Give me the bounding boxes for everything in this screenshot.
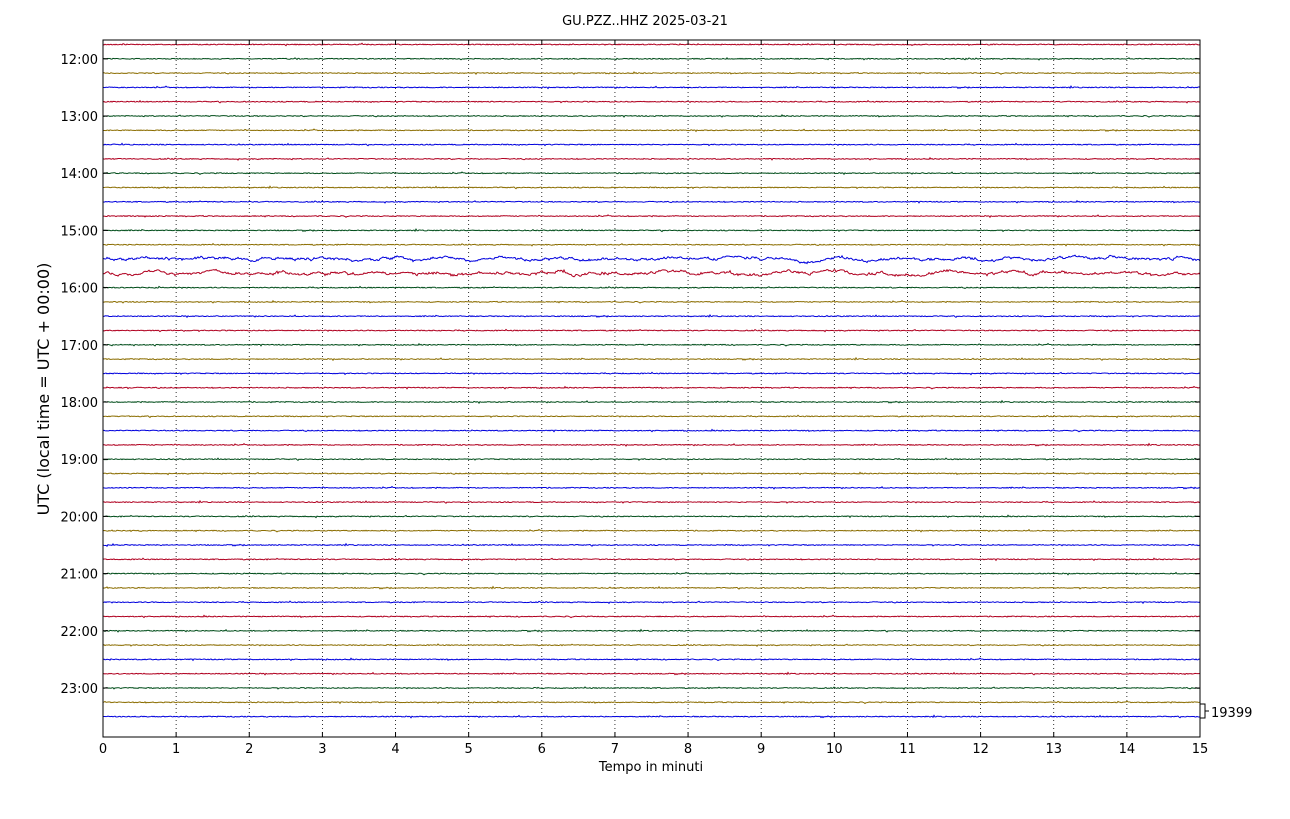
plot-frame	[102, 39, 1201, 738]
y-tick-label: 17:00	[61, 339, 98, 354]
trace-line	[102, 600, 1201, 605]
trace-line	[102, 268, 1201, 278]
y-tick-label: 19:00	[61, 453, 98, 468]
trace-line	[102, 457, 1201, 462]
y-axis-label: UTC (local time = UTC + 00:00)	[34, 263, 53, 516]
chart-title: GU.PZZ..HHZ 2025-03-21	[562, 14, 728, 29]
x-tick-label: 2	[245, 742, 253, 757]
trace-line	[102, 371, 1201, 376]
trace-line	[102, 254, 1201, 265]
trace-line	[102, 385, 1201, 390]
trace-line	[102, 686, 1201, 690]
trace-line	[102, 542, 1201, 547]
trace-line	[102, 185, 1201, 190]
x-tick-label: 15	[1192, 742, 1209, 757]
trace-line	[102, 99, 1201, 104]
x-tick-label: 6	[538, 742, 546, 757]
trace-line	[102, 528, 1201, 533]
trace-line	[102, 114, 1201, 118]
trace-line	[102, 499, 1201, 504]
trace-line	[102, 71, 1201, 76]
y-tick-label: 13:00	[61, 110, 98, 125]
x-tick-label: 1	[172, 742, 180, 757]
scale-bar: 19399	[1200, 703, 1252, 721]
y-tick-label: 16:00	[61, 282, 98, 297]
trace-line	[102, 299, 1201, 304]
trace-line	[102, 657, 1201, 662]
y-tick-label: 12:00	[61, 53, 98, 68]
x-tick-label: 4	[391, 742, 399, 757]
y-axis-ticks: 12:00 13:00 14:00 15:00 16:00 17:00 18:00 19:00…	[61, 53, 1200, 697]
y-tick-label: 23:00	[61, 682, 98, 697]
trace-line	[102, 614, 1201, 619]
x-axis-label: Tempo in minuti	[598, 760, 703, 775]
seismic-traces	[102, 42, 1201, 719]
trace-line	[102, 557, 1201, 562]
trace-line	[102, 313, 1201, 319]
scale-label: 19399	[1211, 706, 1252, 721]
trace-line	[102, 643, 1201, 648]
trace-line	[102, 56, 1201, 61]
trace-line	[102, 128, 1201, 133]
trace-line	[102, 328, 1201, 333]
x-tick-label: 8	[684, 742, 692, 757]
trace-line	[102, 228, 1201, 233]
x-tick-label: 10	[826, 742, 843, 757]
trace-line	[102, 671, 1201, 676]
x-tick-label: 13	[1045, 742, 1062, 757]
trace-line	[102, 242, 1201, 247]
trace-line	[102, 714, 1201, 719]
x-tick-label: 5	[465, 742, 473, 757]
trace-line	[102, 356, 1201, 362]
trace-line	[102, 399, 1201, 404]
trace-line	[102, 199, 1201, 204]
y-tick-label: 21:00	[61, 568, 98, 583]
x-axis-ticks: 0 1 2 3 4 5 6 7 8 9 10 11 12 13 14 15	[99, 40, 1208, 757]
trace-line	[102, 428, 1201, 433]
trace-line	[102, 142, 1201, 147]
trace-line	[102, 471, 1201, 476]
trace-line	[102, 171, 1201, 176]
x-tick-label: 12	[972, 742, 989, 757]
x-tick-label: 0	[99, 742, 107, 757]
trace-line	[102, 442, 1201, 447]
y-tick-label: 18:00	[61, 396, 98, 411]
trace-line	[102, 42, 1201, 47]
x-tick-label: 9	[757, 742, 765, 757]
x-tick-label: 11	[899, 742, 916, 757]
y-tick-label: 20:00	[61, 510, 98, 525]
x-tick-label: 3	[318, 742, 326, 757]
trace-line	[102, 342, 1201, 347]
trace-line	[102, 571, 1201, 576]
trace-line	[102, 414, 1201, 419]
trace-line	[102, 156, 1201, 161]
trace-line	[102, 585, 1201, 590]
y-tick-label: 14:00	[61, 167, 98, 182]
y-tick-label: 15:00	[61, 224, 98, 239]
trace-line	[102, 214, 1201, 219]
x-tick-label: 14	[1119, 742, 1136, 757]
trace-line	[102, 700, 1201, 705]
trace-line	[102, 285, 1201, 290]
y-tick-label: 22:00	[61, 625, 98, 640]
trace-line	[102, 85, 1201, 90]
trace-line	[102, 514, 1201, 519]
trace-line	[102, 485, 1201, 490]
trace-line	[102, 628, 1201, 633]
x-tick-label: 7	[611, 742, 619, 757]
